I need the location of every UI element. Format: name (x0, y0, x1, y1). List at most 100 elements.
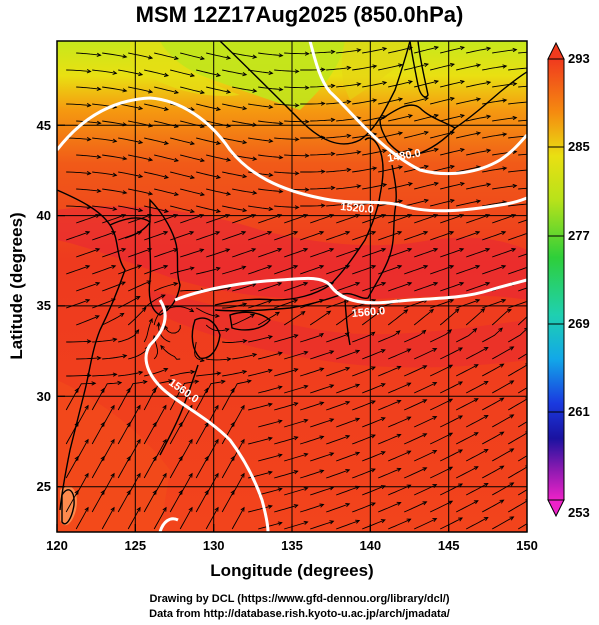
streamline (352, 366, 376, 377)
streamline-arrow (499, 397, 505, 402)
streamline-arrow (380, 451, 386, 456)
streamline-arrow (320, 135, 326, 140)
streamline (456, 265, 480, 275)
streamline (102, 355, 127, 360)
streamline (508, 67, 527, 71)
streamline (378, 400, 401, 411)
streamline-arrow (319, 503, 325, 508)
streamline-arrow (230, 421, 235, 427)
streamline-arrow (329, 248, 335, 253)
streamline-arrow (406, 450, 412, 455)
streamline-arrow (423, 265, 429, 270)
streamline (466, 183, 491, 190)
streamline-arrow (122, 88, 128, 93)
streamline-arrow (146, 280, 152, 285)
streamline-arrow (499, 431, 505, 436)
streamline-arrow (148, 123, 154, 128)
streamline-arrow (512, 81, 518, 87)
streamline-arrow (422, 467, 428, 472)
streamline-arrow (346, 99, 352, 105)
streamline-arrow (486, 114, 492, 119)
streamline (248, 299, 272, 309)
streamline-arrow (252, 190, 258, 195)
streamline-arrow (398, 131, 404, 136)
streamline (482, 99, 507, 105)
streamline (440, 381, 463, 394)
streamline (404, 265, 428, 275)
streamline-arrow (96, 188, 102, 193)
streamline-arrow (86, 339, 92, 344)
streamline (117, 456, 131, 479)
contour-label: 1520.0 (340, 201, 375, 216)
streamline-arrow (458, 483, 464, 488)
streamline-arrow (355, 519, 361, 524)
streamline-arrow (432, 382, 438, 386)
streamline (414, 46, 439, 54)
streamline-arrow (152, 455, 157, 461)
streamline (455, 364, 479, 377)
streamline-arrow (329, 520, 335, 525)
streamline-arrow (267, 265, 273, 270)
streamline-arrow (225, 248, 231, 253)
streamline (248, 103, 273, 108)
streamline (222, 231, 246, 241)
streamline (170, 306, 194, 312)
streamline-arrow (138, 105, 144, 111)
streamline (507, 398, 527, 411)
streamline (517, 316, 527, 326)
streamline (456, 200, 481, 207)
streamline-arrow (329, 384, 335, 389)
streamline (481, 363, 504, 377)
x-tick-label: 125 (124, 538, 146, 553)
streamline (481, 499, 504, 513)
streamline (76, 52, 101, 56)
streamline (300, 402, 324, 411)
streamline-arrow (121, 214, 127, 219)
streamline-arrow (448, 432, 454, 437)
streamline (518, 119, 527, 122)
streamline-arrow (126, 489, 131, 495)
streamline-arrow (535, 516, 539, 519)
streamline (466, 81, 491, 88)
streamline-arrow (355, 451, 361, 456)
streamline (455, 398, 479, 411)
streamline-arrow (294, 205, 300, 210)
streamline (465, 483, 489, 496)
streamline-arrow (537, 283, 541, 286)
streamline-arrow (215, 106, 222, 111)
streamline (352, 468, 376, 479)
streamline-arrow (476, 63, 482, 68)
streamline-arrow (294, 137, 300, 142)
streamline-arrow (215, 72, 222, 77)
streamline-arrow (422, 365, 428, 370)
streamline (222, 137, 247, 144)
streamline (414, 114, 439, 122)
streamline-arrow (422, 433, 428, 438)
streamline-arrow (319, 265, 325, 270)
streamline-arrow (148, 191, 154, 196)
streamline-arrow (535, 414, 539, 417)
streamline (153, 507, 167, 530)
streamline (414, 182, 439, 190)
streamline (388, 148, 413, 156)
streamline (143, 456, 157, 479)
streamline (336, 384, 360, 394)
streamline-arrow (475, 265, 481, 270)
streamline (66, 171, 91, 174)
y-tick-labels: 25 30 35 40 45 (37, 118, 51, 494)
streamline-arrow (509, 414, 515, 419)
streamline-arrow (407, 248, 413, 253)
streamline (300, 368, 324, 377)
streamline (518, 287, 527, 292)
streamline-arrow (529, 202, 533, 206)
streamline-arrow (163, 264, 169, 269)
streamline-arrow (293, 368, 299, 373)
x-tick-label: 145 (438, 538, 460, 553)
streamline-arrow (137, 230, 143, 236)
streamline-arrow (476, 131, 482, 136)
streamline (258, 248, 282, 258)
streamline-arrow (370, 468, 376, 473)
streamline (128, 52, 153, 59)
streamline-arrow (230, 455, 235, 461)
streamline-arrow (148, 55, 154, 60)
